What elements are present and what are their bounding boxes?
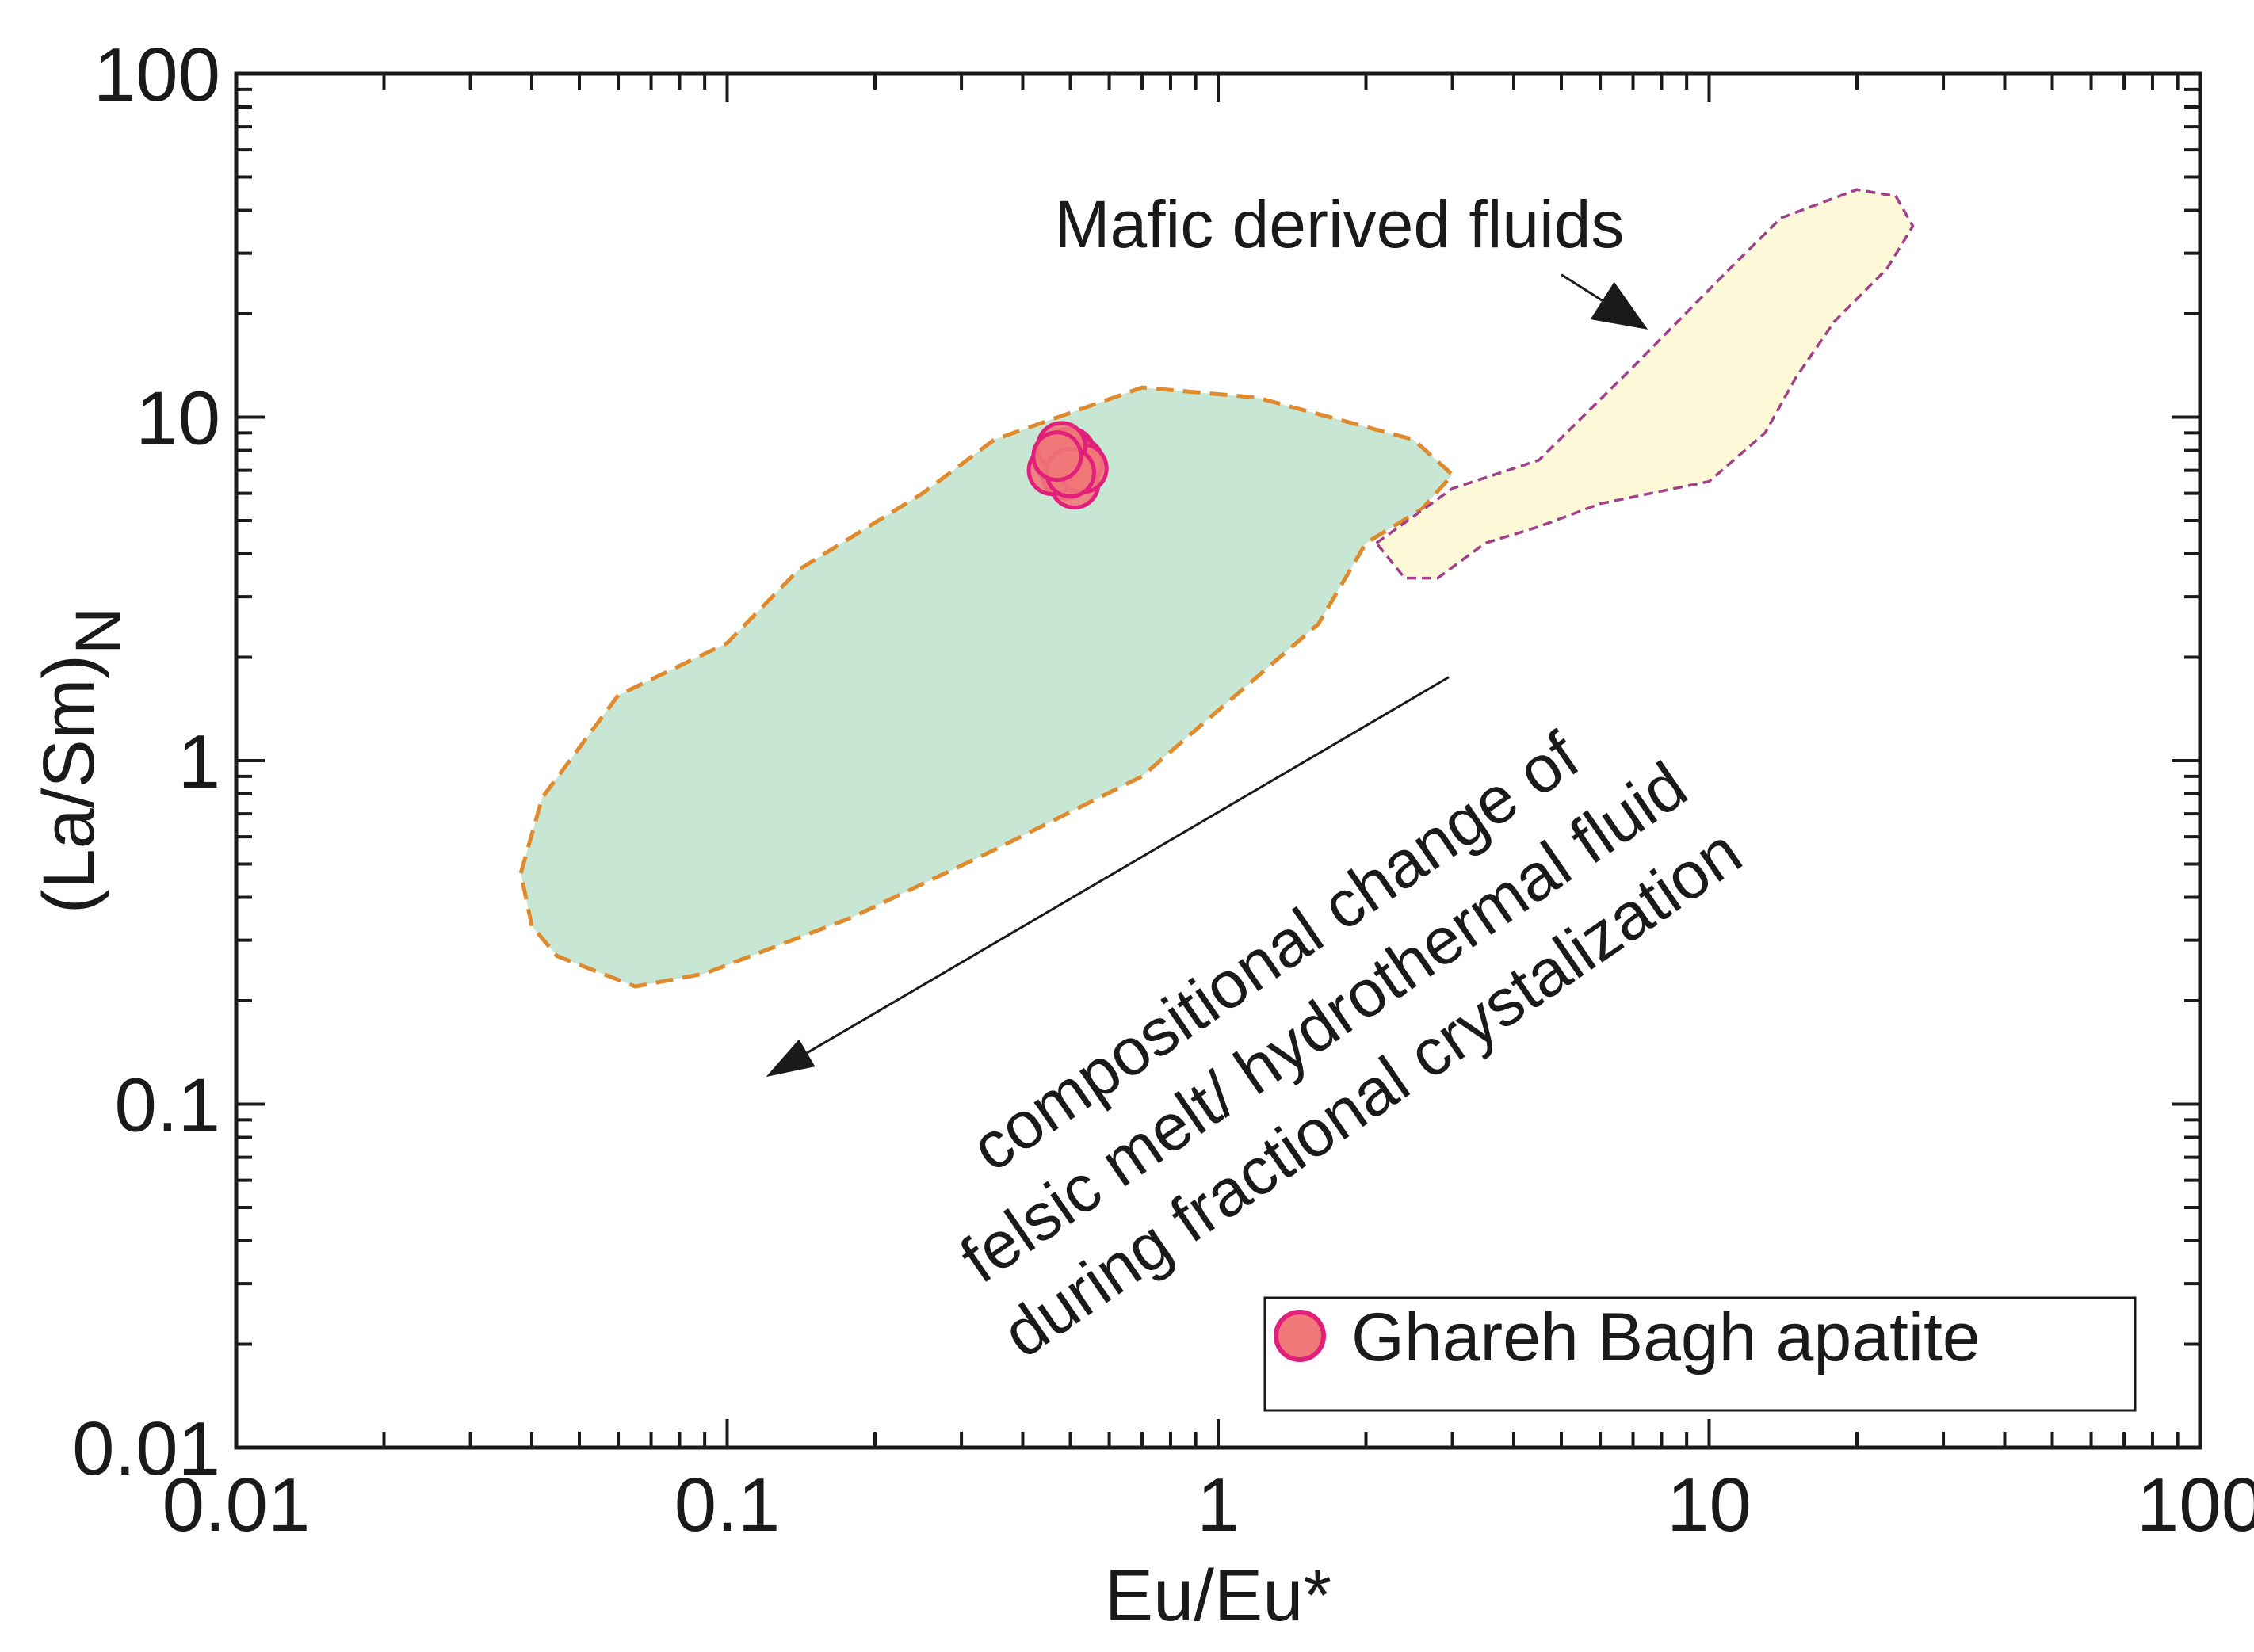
field-1 [518, 385, 1455, 989]
data-point [1031, 430, 1083, 483]
x-tick-label: 10 [1667, 1463, 1752, 1547]
y-axis-title-main: (La/Sm) [29, 654, 109, 914]
legend-marker [1274, 1310, 1326, 1362]
x-tick-label: 1 [1197, 1463, 1239, 1547]
legend-box [1263, 1296, 2137, 1412]
annotation-mafic-derived-fluids: Mafic derived fluids [1055, 187, 1625, 261]
points-layer [1026, 421, 1109, 509]
fields-layer [518, 188, 1915, 989]
tick-labels-layer: 0.01 0.1 1 10 100 0.01 0.1 1 10 100 [72, 32, 2254, 1547]
y-axis-title: (La/Sm)N [29, 608, 135, 914]
svg-text:(La/Sm)N: (La/Sm)N [29, 608, 135, 914]
x-axis-title: Eu/Eu* [1105, 1555, 1331, 1636]
arrow-1-head [766, 1039, 816, 1078]
annotation-trend-line-2: felsic melt/ hydrothermal fluid [947, 747, 1700, 1297]
x-tick-label: 100 [2137, 1463, 2254, 1547]
arrow-1-shaft [806, 676, 1450, 1055]
field-2 [1374, 188, 1915, 580]
y-tick-label: 10 [136, 376, 220, 461]
x-tick-label: 0.1 [674, 1463, 780, 1547]
plot-frame [234, 71, 2202, 1450]
y-tick-label: 100 [94, 32, 220, 117]
legend: Ghareh Bagh apatite [1263, 1296, 2137, 1412]
arrow-2-head [1590, 281, 1648, 330]
arrow-2-shaft [1561, 273, 1603, 302]
y-tick-label: 1 [178, 719, 220, 804]
x-tick-label: 0.01 [162, 1463, 311, 1547]
legend-label: Ghareh Bagh apatite [1351, 1299, 1981, 1375]
arrows-layer [766, 273, 1648, 1078]
y-axis-title-subscript: N [63, 608, 135, 654]
y-tick-label: 0.1 [115, 1063, 220, 1148]
y-tick-label: 0.01 [72, 1406, 220, 1491]
